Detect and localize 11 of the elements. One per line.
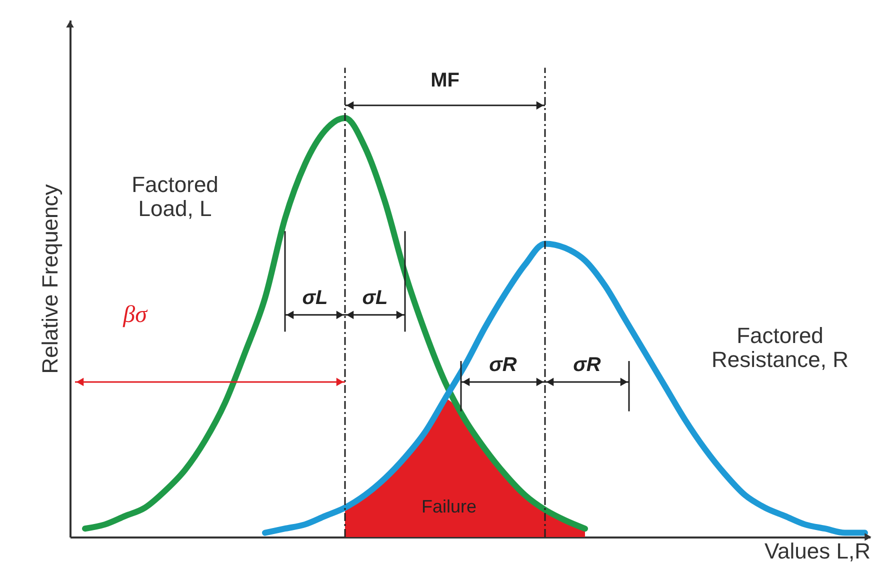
x-axis-title: Values L,R — [764, 538, 870, 564]
annotation: σL — [302, 287, 328, 310]
y-axis-title: Relative Frequency — [38, 184, 62, 374]
annotation: σR — [573, 354, 602, 376]
annotation: σL — [362, 287, 388, 310]
text: MF — [430, 69, 460, 92]
annotation: Failure — [421, 496, 477, 517]
annotation: Factored Load, L — [132, 172, 218, 222]
annotation: Factored Resistance, R — [712, 322, 848, 372]
annotation: σR — [489, 354, 518, 376]
annotation: βσ — [122, 302, 148, 328]
